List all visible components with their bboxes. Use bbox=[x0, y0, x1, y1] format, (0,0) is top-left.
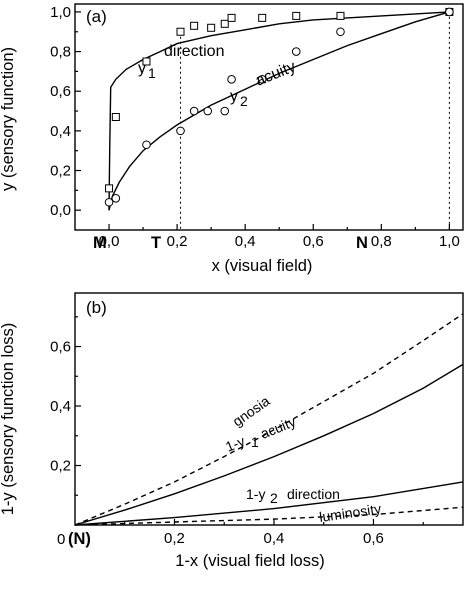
data-point-acuity bbox=[336, 27, 345, 37]
panel-b-y-tick-label: 0,6 bbox=[50, 339, 71, 356]
data-point-direction bbox=[336, 11, 345, 20]
curve-acuity bbox=[74, 363, 464, 526]
data-point-direction bbox=[292, 11, 301, 20]
panel-a-y-axis-label: y (sensory function) bbox=[0, 47, 17, 191]
panel-a-x-tick-label: 1,0 bbox=[439, 233, 460, 250]
label-t: T bbox=[151, 234, 161, 252]
label-n: N bbox=[356, 234, 368, 252]
panel-a-reference-lines bbox=[180, 11, 450, 230]
annotation-y1-subscript: 1 bbox=[148, 65, 156, 81]
panel-a-x-tick-label: 0,2 bbox=[167, 233, 188, 250]
panel-a-data-points bbox=[104, 7, 454, 207]
panel-b-y-tick-label: 0,4 bbox=[50, 398, 71, 415]
data-point-acuity bbox=[176, 126, 185, 136]
annotation-y2-acuity: y 2 acuity bbox=[230, 58, 298, 109]
fit-curve-acuity bbox=[108, 11, 450, 211]
data-point-direction bbox=[207, 23, 216, 32]
panel-a-x-axis-label: x (visual field) bbox=[212, 257, 313, 275]
panel-b-x-axis-label: 1-x (visual field loss) bbox=[175, 552, 324, 570]
data-point-direction bbox=[227, 13, 236, 22]
annotation-y1-text: direction bbox=[164, 43, 224, 60]
annotation-y1-symbol: y bbox=[138, 60, 146, 77]
panel-b-x-tick-label: 0,2 bbox=[164, 530, 185, 547]
origin-n-label: (N) bbox=[68, 530, 91, 548]
data-point-acuity bbox=[111, 193, 121, 203]
data-point-acuity bbox=[203, 106, 213, 116]
data-point-direction bbox=[111, 113, 120, 121]
panel-a-y-tick-label: 0,0 bbox=[50, 202, 71, 219]
data-point-direction bbox=[142, 57, 151, 66]
panel-a-x-tick-label: 0,0 bbox=[99, 233, 120, 250]
panel-a-x-tick-label: 0,8 bbox=[371, 233, 392, 250]
data-point-acuity bbox=[104, 197, 114, 207]
label-1-y1-text: acuity bbox=[258, 413, 298, 442]
data-point-acuity bbox=[291, 47, 301, 56]
panel-a-y-tick-label: 0,8 bbox=[50, 44, 71, 61]
data-point-direction bbox=[190, 21, 199, 30]
data-point-acuity bbox=[257, 75, 267, 84]
label-1-y2-direction: 1-y 2 direction bbox=[246, 486, 340, 506]
panel-b-y-axis-label: 1-y (sensory function loss) bbox=[0, 323, 17, 516]
panel-a-x-tick-label: 0,6 bbox=[303, 233, 324, 250]
panel-b-ticks: 0,2 0,4 0,6 0,2 0,4 0,6 bbox=[50, 316, 424, 547]
curve-direction bbox=[74, 481, 464, 526]
panel-a-label: (a) bbox=[86, 7, 107, 26]
panel-a-plot-frame bbox=[74, 3, 464, 231]
panel-a-y-tick-label: 1,0 bbox=[50, 4, 71, 21]
data-point-direction bbox=[105, 184, 114, 193]
data-point-acuity bbox=[142, 140, 151, 150]
data-point-acuity bbox=[220, 106, 230, 116]
curve-luminosity bbox=[74, 506, 464, 526]
panel-b-plot-frame bbox=[74, 292, 464, 526]
annotation-y2-symbol: y bbox=[230, 88, 238, 105]
panel-b-x-tick-label: 0,4 bbox=[264, 530, 285, 547]
fit-curve-direction bbox=[108, 11, 450, 211]
data-point-direction bbox=[176, 27, 185, 36]
annotation-y2-subscript: 2 bbox=[240, 93, 248, 109]
panel-a-y-tick-label: 0,2 bbox=[50, 163, 71, 180]
label-1-y2-text: direction bbox=[287, 486, 340, 502]
data-point-direction bbox=[258, 13, 267, 22]
panel-b-curves bbox=[74, 313, 464, 526]
data-point-acuity bbox=[227, 75, 236, 84]
panel-a-y-tick-label: 0,6 bbox=[50, 83, 71, 100]
label-1-y1-subscript: 1 bbox=[251, 434, 259, 450]
panel-b-x-tick-label: 0,6 bbox=[363, 530, 384, 547]
panel-a-x-tick-label: 0,4 bbox=[235, 233, 256, 250]
data-point-direction bbox=[220, 19, 229, 28]
annotation-y1-direction: y 1 direction bbox=[138, 43, 224, 81]
panel-a-y-tick-label: 0,4 bbox=[50, 123, 71, 140]
label-m: M bbox=[93, 234, 107, 252]
label-1-y2-subscript: 2 bbox=[270, 490, 278, 506]
panel-a: 0,0 0,2 0,4 0,6 0,8 1,0 0,0 0,2 0,4 0,6 0,8 1,0 (a)… bbox=[0, 3, 464, 275]
data-point-acuity bbox=[189, 106, 199, 116]
data-point-acuity bbox=[445, 7, 454, 17]
annotation-y2-text: acuity bbox=[253, 58, 298, 89]
panel-b-y-tick-label: 0,2 bbox=[50, 458, 71, 475]
curve-gnosia bbox=[74, 313, 464, 526]
origin-zero-label: 0 bbox=[57, 531, 65, 548]
panel-b: 0,2 0,4 0,60,20,40,6 (b) gnosia 1-y 1 acui… bbox=[0, 292, 464, 570]
panel-a-ticks: 0,0 0,2 0,4 0,6 0,8 1,0 0,0 0,2 0,4 0,6 0,8 1,0 bbox=[50, 4, 460, 250]
panel-a-fit-curves bbox=[108, 11, 450, 211]
label-1-y2-symbol: 1-y bbox=[246, 486, 265, 502]
label-luminosity: luminosity bbox=[318, 500, 382, 525]
panel-b-label: (b) bbox=[86, 298, 107, 317]
label-1-y1-symbol: 1-y bbox=[223, 433, 247, 455]
